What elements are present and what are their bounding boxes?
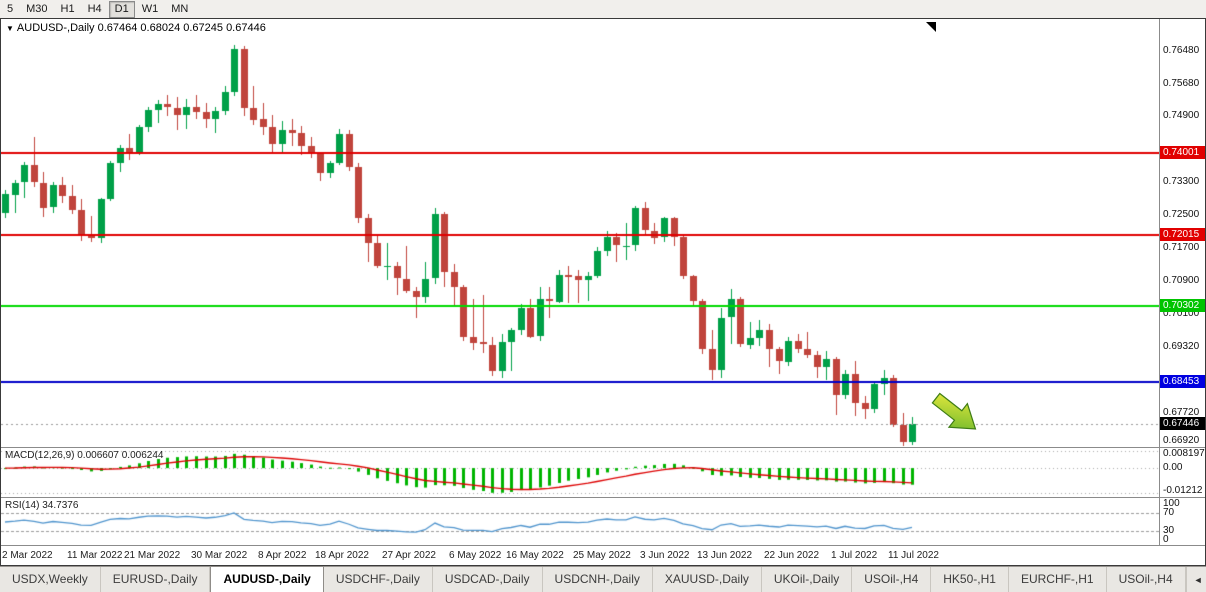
price-axis-label: 0.66920 [1163, 435, 1200, 446]
timeframe-button-5[interactable]: 5 [7, 2, 14, 15]
tab-usoil-h4[interactable]: USOil-,H4 [852, 567, 932, 592]
tab-eurusd-daily[interactable]: EURUSD-,Daily [101, 567, 211, 592]
date-axis-label: 27 Apr 2022 [382, 550, 436, 561]
price-axis-label: 0.75680 [1163, 77, 1200, 89]
date-axis-label: 13 Jun 2022 [697, 550, 753, 561]
timeframe-button-d1[interactable]: D1 [108, 0, 135, 18]
date-axis-label: 6 May 2022 [449, 550, 502, 561]
pane-separator[interactable] [1, 447, 1205, 448]
macd-axis-label: 0.008197 [1163, 448, 1205, 459]
price-axis-label: 0.69320 [1163, 340, 1200, 352]
tab-ukoil-daily[interactable]: UKOil-,Daily [762, 567, 853, 592]
macd-label: MACD(12,26,9) 0.006607 0.006244 [5, 450, 163, 461]
tab-eurchf-h1[interactable]: EURCHF-,H1 [1009, 567, 1107, 592]
rsi-axis-label: 30 [1163, 525, 1175, 536]
price-level-tag: 0.68453 [1160, 375, 1205, 389]
price-axis-label: 0.76480 [1163, 44, 1200, 56]
chart-tabs-bar: USDX,Weekly EURUSD-,Daily AUDUSD-,Daily USD… [0, 566, 1206, 592]
chart-title: ▼ AUDUSD-,Daily 0.67464 0.68024 0.67245 0… [6, 22, 266, 34]
price-axis-label: 0.70100 [1163, 308, 1200, 320]
timeframe-button-w1[interactable]: W1 [141, 2, 159, 15]
symbol-label: AUDUSD-,Daily [16, 22, 95, 34]
price-axis-label: 0.67720 [1163, 406, 1200, 418]
date-axis-label: 22 Jun 2022 [764, 550, 820, 561]
tabs-scroll-arrows: ◄► [1185, 567, 1206, 592]
date-axis-label: 16 May 2022 [506, 550, 564, 561]
price-axis-label: 0.73300 [1163, 176, 1200, 187]
price-axis-label: 0.72500 [1163, 209, 1200, 221]
chart-shift-marker[interactable] [926, 22, 936, 32]
tab-usoil-h4[interactable]: USOil-,H4 [1107, 567, 1186, 592]
price-axis-separator [1159, 19, 1160, 546]
macd-name: MACD(12,26,9) [5, 450, 75, 461]
price-level-tag: 0.72015 [1160, 228, 1205, 242]
macd-axis-label: 0.00 [1163, 462, 1183, 474]
annotation-arrow-icon[interactable] [927, 387, 987, 441]
tab-audusd-daily[interactable]: AUDUSD-,Daily [210, 566, 324, 592]
main-price-canvas[interactable] [1, 19, 1159, 447]
tab-hk50-h1[interactable]: HK50-,H1 [931, 567, 1009, 592]
tab-usdcad-daily[interactable]: USDCAD-,Daily [433, 567, 543, 592]
rsi-axis-label: 0 [1163, 534, 1169, 545]
date-axis-label: 30 Mar 2022 [191, 550, 248, 561]
tab-usdcnh-daily[interactable]: USDCNH-,Daily [543, 567, 653, 592]
tabs-scroll-left-button[interactable]: ◄ [1193, 574, 1203, 585]
date-axis-label: 3 Jun 2022 [640, 550, 690, 561]
tab-xauusd-daily[interactable]: XAUUSD-,Daily [653, 567, 762, 592]
rsi-label: RSI(14) 34.7376 [5, 500, 78, 511]
macd-axis-label: -0.01212 [1163, 485, 1203, 496]
timeframe-button-h4[interactable]: H4 [87, 2, 102, 15]
price-axis-label: 0.71700 [1163, 242, 1200, 254]
rsi-axis-label: 70 [1163, 507, 1175, 518]
pane-separator[interactable] [1, 497, 1205, 498]
price-level-tag: 0.74001 [1160, 146, 1205, 160]
date-axis-label: 11 Mar 2022 [67, 550, 123, 561]
macd-value-main: 0.006607 [77, 450, 119, 461]
ohlc-values: 0.67464 0.68024 0.67245 0.67446 [97, 22, 266, 34]
date-axis-label: 18 Apr 2022 [315, 550, 369, 561]
date-axis-label: 21 Mar 2022 [124, 550, 181, 561]
rsi-name: RSI(14) [5, 500, 40, 511]
tab-usdchf-daily[interactable]: USDCHF-,Daily [324, 567, 433, 592]
timeframe-button-m30[interactable]: M30 [26, 2, 48, 15]
tab-usdx-weekly[interactable]: USDX,Weekly [0, 567, 101, 592]
macd-indicator-canvas[interactable] [1, 448, 1159, 497]
rsi-axis-label: 100 [1163, 498, 1180, 509]
rsi-indicator-canvas[interactable] [1, 498, 1159, 545]
price-axis-label: 0.70900 [1163, 275, 1200, 287]
price-level-tag: 0.70302 [1160, 298, 1205, 312]
chart-area[interactable]: ▼ AUDUSD-,Daily 0.67464 0.68024 0.67245 0… [0, 18, 1206, 566]
date-axis-label: 8 Apr 2022 [258, 550, 307, 561]
pane-separator[interactable] [1, 545, 1205, 546]
current-price-tag: 0.67446 [1160, 417, 1205, 430]
collapse-triangle-icon[interactable]: ▼ [6, 24, 14, 33]
rsi-value: 34.7376 [42, 500, 79, 511]
timeframe-button-mn[interactable]: MN [171, 2, 189, 15]
date-axis-label: 1 Jul 2022 [831, 550, 878, 561]
timeframe-toolbar: 5 M30 H1 H4 D1 W1 MN [0, 0, 1206, 19]
macd-value-signal: 0.006244 [121, 450, 164, 461]
timeframe-button-h1[interactable]: H1 [60, 2, 75, 15]
price-axis-label: 0.74900 [1163, 109, 1200, 121]
date-axis-label: 25 May 2022 [573, 550, 631, 561]
date-axis-label: 11 Jul 2022 [888, 550, 939, 561]
date-axis-label: 2 Mar 2022 [2, 550, 53, 561]
